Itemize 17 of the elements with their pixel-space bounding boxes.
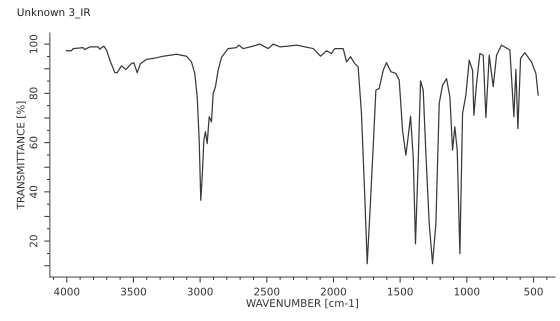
x-tick-label: 2000: [320, 288, 346, 296]
y-axis-title: TRANSMITTANCE [%]: [16, 102, 26, 210]
y-tick-label: 40: [30, 186, 38, 198]
y-tick-label: 20: [30, 235, 38, 247]
x-tick-label: 4000: [54, 288, 80, 296]
x-axis-title: WAVENUMBER [cm-1]: [246, 298, 358, 308]
x-tick-label: 1500: [388, 288, 413, 296]
x-tick-label: 2500: [254, 288, 280, 296]
x-tick-label: 3000: [188, 288, 213, 296]
line-series: [66, 44, 539, 264]
y-tick-label: 60: [30, 136, 38, 149]
x-tick-label: 500: [524, 288, 543, 296]
chart-title: Unknown 3_IR: [18, 8, 90, 18]
y-tick-label: 80: [30, 87, 38, 100]
x-tick-label: 1000: [454, 288, 480, 296]
y-tick-label: 100: [30, 34, 38, 53]
x-tick-label: 3500: [120, 288, 146, 296]
